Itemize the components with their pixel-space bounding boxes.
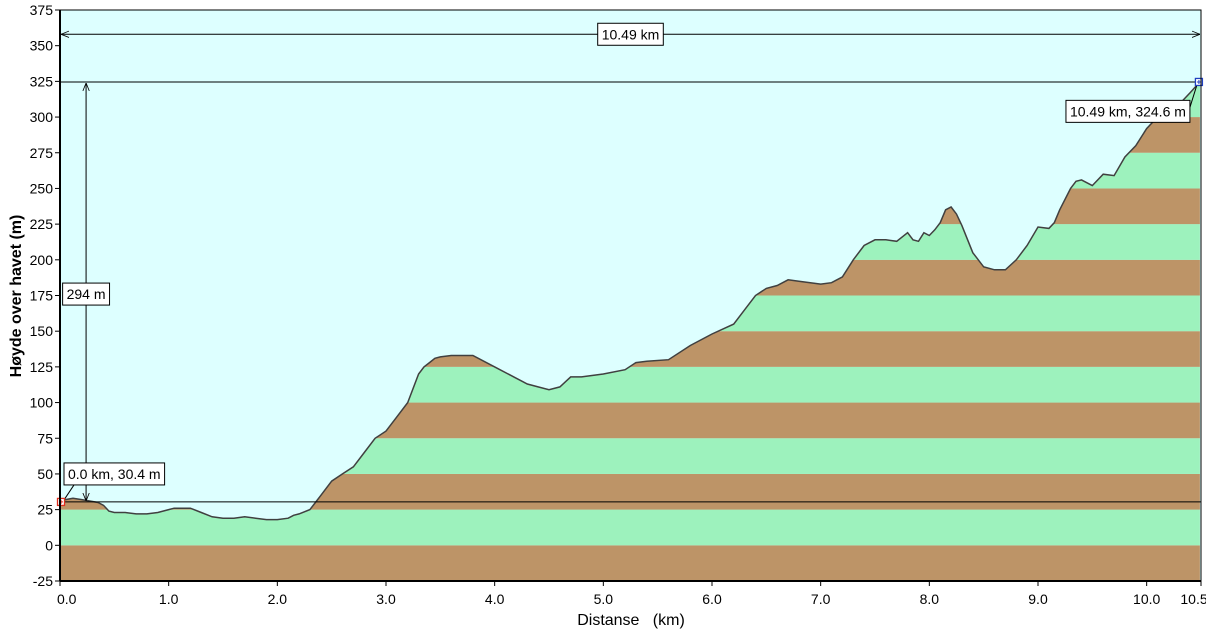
y-tick-label: 125 bbox=[30, 359, 54, 375]
y-tick-label: 50 bbox=[37, 466, 53, 482]
end-point-label-box: 10.49 km, 324.6 m bbox=[1065, 99, 1191, 123]
elevation-band bbox=[60, 545, 1200, 581]
y-tick-label: 250 bbox=[30, 180, 54, 196]
start-point-label-box: 0.0 km, 30.4 m bbox=[63, 462, 166, 486]
x-tick-label: 1.0 bbox=[159, 591, 179, 607]
end-marker[interactable] bbox=[1194, 77, 1204, 87]
x-tick-label: 10.0 bbox=[1133, 591, 1160, 607]
start-label-leader bbox=[63, 484, 75, 501]
x-axis-ticks: 0.0 1.0 2.0 3.0 4.0 5.0 6.0 7.0 8.0 9.0 10.0 10.5 bbox=[57, 581, 1206, 607]
height-diff-label-box: 294 m bbox=[62, 282, 111, 306]
y-tick-label: 150 bbox=[30, 323, 54, 339]
y-tick-label: 375 bbox=[30, 2, 54, 18]
end-label-leader bbox=[1189, 84, 1198, 108]
x-tick-label: 4.0 bbox=[485, 591, 505, 607]
y-tick-label: 350 bbox=[30, 38, 54, 54]
y-axis-title: Høyde over havet (m) bbox=[8, 215, 25, 378]
y-tick-label: 325 bbox=[30, 73, 54, 89]
x-tick-label: 0.0 bbox=[57, 591, 77, 607]
y-tick-label: 25 bbox=[37, 502, 53, 518]
x-tick-label: 7.0 bbox=[811, 591, 831, 607]
y-tick-label: -25 bbox=[33, 573, 53, 589]
x-tick-label: 8.0 bbox=[920, 591, 940, 607]
distance-label-box: 10.49 km bbox=[597, 22, 664, 46]
y-tick-label: 75 bbox=[37, 430, 53, 446]
y-tick-label: 175 bbox=[30, 288, 54, 304]
x-tick-label: 2.0 bbox=[268, 591, 288, 607]
y-tick-label: 275 bbox=[30, 145, 54, 161]
x-axis-title: Distanse (km) bbox=[577, 612, 685, 629]
x-tick-label: 5.0 bbox=[594, 591, 614, 607]
y-tick-label: 225 bbox=[30, 216, 54, 232]
start-point-label: 0.0 km, 30.4 m bbox=[68, 466, 161, 482]
x-tick-label: 3.0 bbox=[376, 591, 396, 607]
x-tick-label: 9.0 bbox=[1028, 591, 1048, 607]
marker-cross bbox=[1196, 79, 1201, 84]
height-diff-label: 294 m bbox=[67, 286, 106, 302]
y-tick-label: 0 bbox=[45, 537, 53, 553]
elevation-profile-line bbox=[59, 81, 1201, 521]
end-point-label: 10.49 km, 324.6 m bbox=[1070, 103, 1186, 119]
y-axis-ticks: -25 0 25 50 75 100 125 150 175 200 225 250 275 300 325… bbox=[30, 2, 60, 589]
y-tick-label: 200 bbox=[30, 252, 54, 268]
y-tick-label: 300 bbox=[30, 109, 54, 125]
x-tick-label: 10.5 bbox=[1180, 591, 1206, 607]
distance-label: 10.49 km bbox=[602, 26, 660, 42]
x-tick-label: 6.0 bbox=[702, 591, 722, 607]
y-tick-label: 100 bbox=[30, 395, 54, 411]
